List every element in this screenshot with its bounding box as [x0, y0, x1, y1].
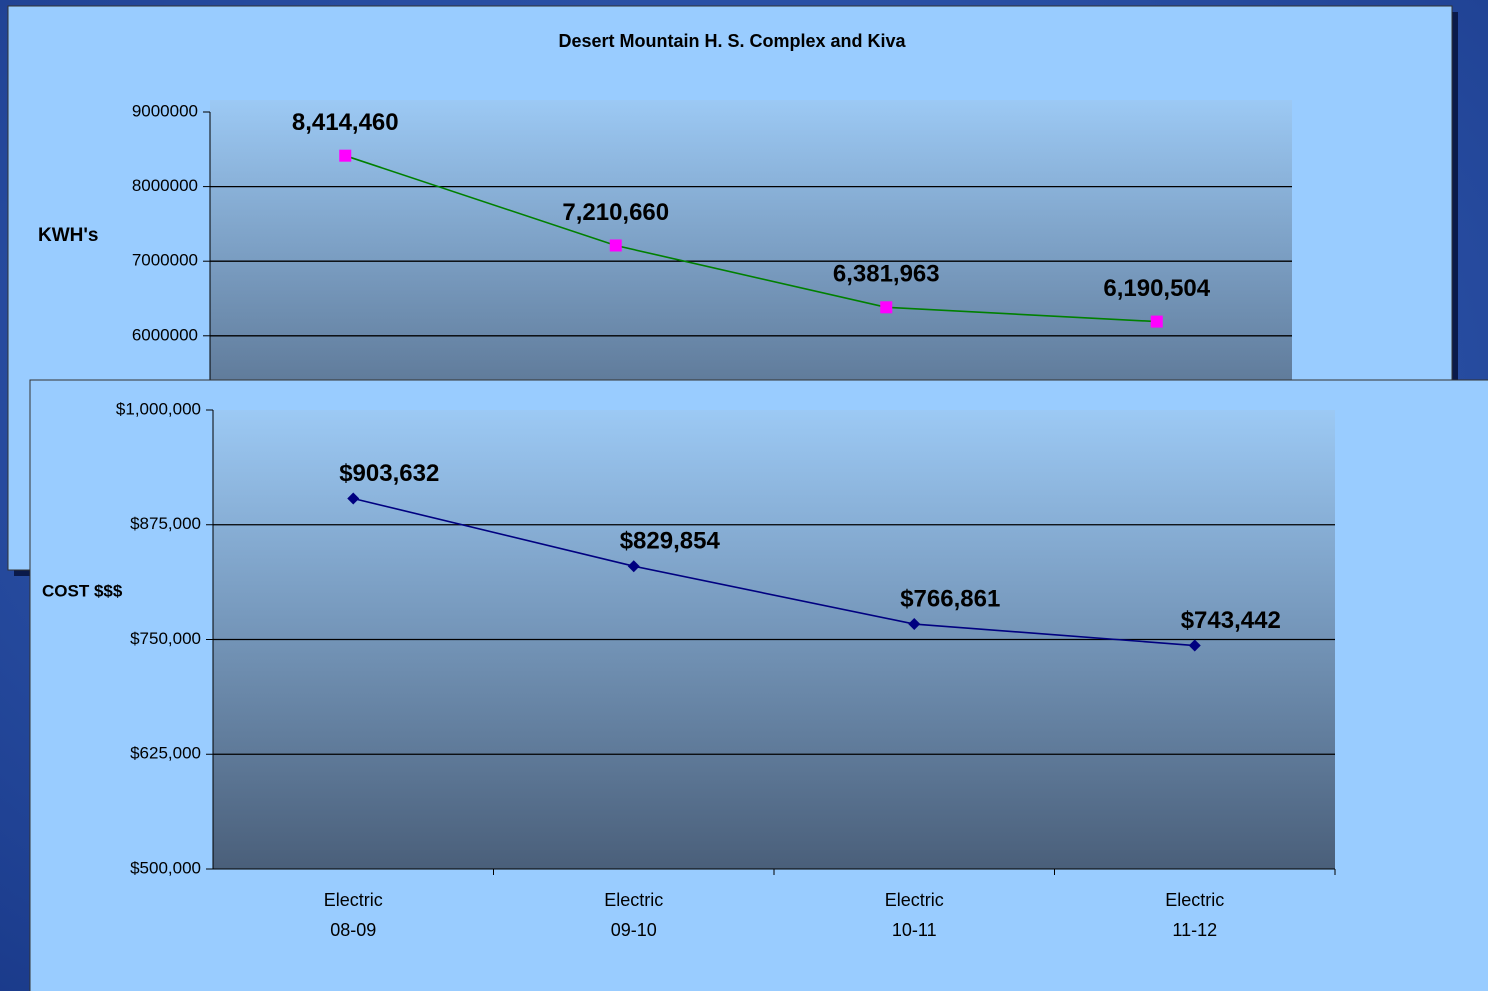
marker — [1150, 315, 1163, 328]
x-tick-label: 11-12 — [1172, 920, 1217, 940]
data-label: $903,632 — [339, 460, 439, 487]
marker — [627, 560, 640, 573]
y-tick-label: 9000000 — [132, 101, 198, 120]
y-axis-label: KWH's — [38, 225, 98, 246]
data-label: $766,861 — [900, 585, 1000, 612]
data-label: $743,442 — [1181, 607, 1281, 634]
x-tick-label: Electric — [604, 890, 663, 910]
x-tick-label: 09-10 — [611, 920, 657, 940]
marker — [908, 618, 921, 631]
y-tick-label: $625,000 — [130, 744, 201, 763]
data-label: $829,854 — [620, 528, 721, 555]
y-tick-label: 7000000 — [132, 251, 198, 270]
data-label: 8,414,460 — [292, 109, 399, 136]
x-tick-label: Electric — [324, 890, 383, 910]
y-tick-label: $500,000 — [130, 858, 201, 877]
x-tick-label: Electric — [1165, 890, 1224, 910]
data-label: 6,190,504 — [1103, 275, 1210, 302]
marker — [347, 492, 360, 505]
marker — [339, 149, 352, 162]
marker — [880, 301, 893, 314]
y-tick-label: 8000000 — [132, 176, 198, 195]
chart-title: Desert Mountain H. S. Complex and Kiva — [558, 31, 906, 51]
x-tick-label: 08-09 — [330, 920, 376, 940]
y-tick-label: 6000000 — [132, 325, 198, 344]
y-tick-label: $875,000 — [130, 514, 201, 533]
data-label: 6,381,963 — [833, 261, 940, 288]
y-axis-label: COST $$$ — [42, 581, 123, 600]
x-tick-label: 10-11 — [892, 920, 937, 940]
chart-cost: COST $$$ $500,000 $625,000 $750,000 $875,00… — [29, 379, 1488, 991]
y-tick-label: $750,000 — [130, 629, 201, 648]
data-label: 7,210,660 — [562, 199, 669, 226]
series-line — [353, 497, 1195, 647]
marker — [609, 239, 622, 252]
y-tick-label: $1,000,000 — [116, 399, 201, 418]
series-line — [344, 154, 1157, 323]
x-tick-label: Electric — [885, 890, 944, 910]
marker — [1188, 639, 1201, 652]
